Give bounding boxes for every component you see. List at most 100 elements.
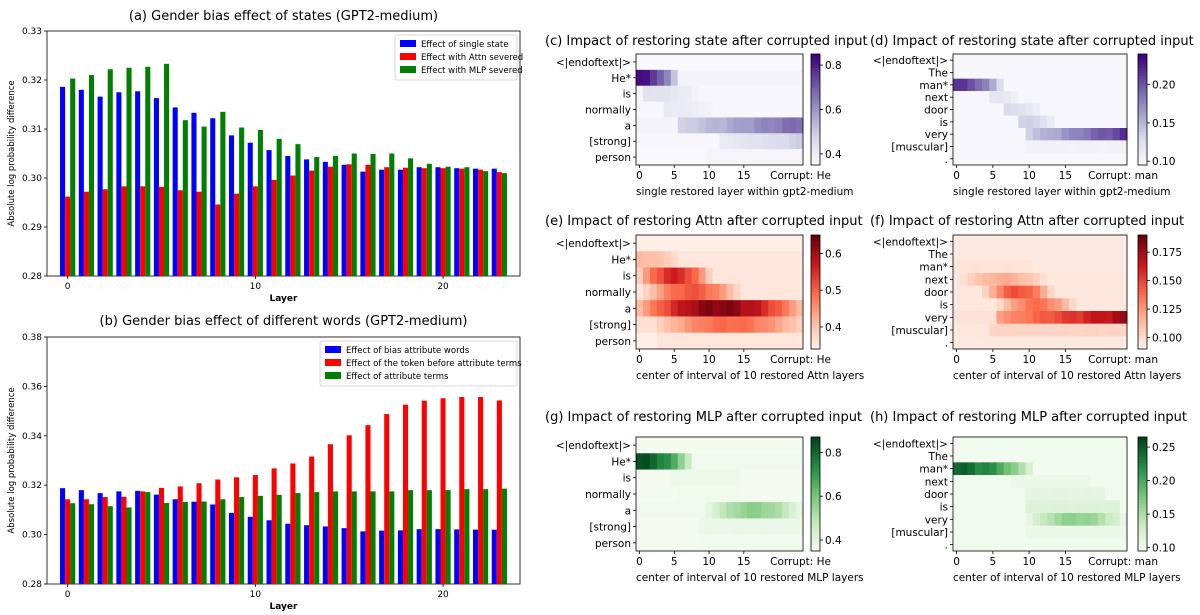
- colorbar-segment: [1138, 106, 1147, 110]
- heatmap-cell: [733, 332, 741, 350]
- heatmap-cell: [719, 502, 727, 519]
- bar: [78, 89, 84, 276]
- colorbar-segment: [811, 496, 820, 501]
- colorbar-segment: [811, 528, 820, 532]
- heatmap-cell: [1040, 66, 1048, 80]
- heatmap-cell: [1119, 140, 1128, 154]
- heatmap-cell: [747, 133, 755, 150]
- heatmap-cell: [677, 469, 686, 487]
- x-tick-label: 0: [953, 170, 960, 182]
- heatmap-cell: [656, 283, 665, 301]
- bar: [276, 494, 282, 584]
- y-tick-label: 0.34: [22, 432, 42, 442]
- x-tick-label: 10: [1022, 170, 1035, 182]
- heatmap-cell: [691, 469, 700, 487]
- heatmap-cell: [719, 283, 727, 301]
- bar: [239, 127, 245, 276]
- heatmap-cell: [1061, 525, 1070, 539]
- heatmap-cell: [782, 101, 790, 118]
- bar: [472, 529, 479, 584]
- chart-e: (e) Impact of restoring Attn after corru…: [545, 205, 870, 405]
- bar: [304, 159, 310, 276]
- heatmap-cell: [1105, 538, 1113, 552]
- bar: [322, 526, 328, 584]
- colorbar-segment: [1138, 131, 1147, 135]
- heatmap-cell: [733, 267, 741, 285]
- heatmap-cell: [754, 54, 762, 71]
- heatmap-cell: [1054, 487, 1063, 501]
- heatmap-cell: [1032, 115, 1041, 129]
- heatmap-cell: [1076, 538, 1084, 552]
- colorbar-segment: [811, 277, 820, 282]
- heatmap-cell: [1061, 152, 1070, 166]
- heatmap-cell: [989, 462, 997, 476]
- heatmap-cell: [1011, 128, 1019, 141]
- heatmap-cell: [677, 283, 686, 301]
- chart-f: (f) Impact of restoring Attn after corru…: [870, 205, 1200, 405]
- heatmap-cell: [974, 152, 983, 166]
- colorbar-segment: [811, 346, 820, 350]
- heatmap-cell: [663, 235, 672, 252]
- heatmap-cell: [712, 518, 720, 536]
- heatmap-cell: [726, 485, 734, 503]
- bar: [435, 167, 441, 276]
- heatmap-cell: [1105, 273, 1113, 287]
- colorbar-segment: [811, 445, 820, 449]
- bar: [314, 156, 320, 276]
- colorbar-segment: [1138, 548, 1147, 552]
- colorbar-tick-label: 0.6: [825, 105, 842, 117]
- heatmap-cell: [1018, 78, 1026, 92]
- heatmap-cell: [768, 283, 776, 301]
- heatmap-cell: [1083, 538, 1092, 552]
- heatmap-cell: [747, 101, 755, 118]
- heatmap-cell: [1040, 513, 1048, 527]
- bar: [464, 167, 470, 276]
- heatmap-cell: [1076, 525, 1084, 539]
- heatmap-cell: [1105, 487, 1113, 501]
- heatmap-cell: [698, 469, 706, 487]
- heatmap-cell: [775, 485, 783, 503]
- heatmap-cell: [1083, 298, 1092, 312]
- colorbar-segment: [1138, 54, 1147, 58]
- heatmap-cell: [726, 469, 734, 487]
- heatmap-cell: [1105, 260, 1113, 274]
- heatmap-cell: [789, 117, 797, 134]
- colorbar-segment: [1138, 274, 1147, 279]
- heatmap-cell: [670, 235, 679, 252]
- x-tick-label: 5: [990, 170, 997, 182]
- heatmap-cell: [974, 285, 983, 299]
- heatmap-cell: [656, 85, 665, 102]
- heatmap-cell: [733, 235, 741, 252]
- colorbar-segment: [1138, 323, 1147, 327]
- heatmap-cell: [719, 437, 727, 454]
- colorbar-segment: [1138, 156, 1147, 160]
- heatmap-cell: [982, 273, 990, 287]
- colorbar-segment: [811, 485, 820, 489]
- heatmap-cell: [691, 453, 700, 470]
- heatmap-cell: [719, 235, 727, 252]
- heatmap-cell: [1090, 128, 1099, 141]
- heatmap-cell: [1076, 298, 1084, 312]
- heatmap-cell: [1061, 260, 1070, 274]
- colorbar-tick-label: 0.10: [1152, 156, 1175, 168]
- heatmap-cell: [656, 453, 665, 470]
- heatmap-cell: [1069, 128, 1077, 141]
- token-label: a: [625, 505, 631, 517]
- colorbar-segment: [811, 81, 820, 86]
- heatmap-cell: [636, 283, 644, 301]
- heatmap-cell: [982, 103, 990, 117]
- heatmap-cell: [1076, 54, 1084, 67]
- bar: [234, 193, 240, 276]
- heatmap-cell: [967, 91, 976, 104]
- heatmap-cell: [1025, 323, 1034, 337]
- heatmap-cell: [698, 437, 706, 454]
- heatmap-cell: [1047, 462, 1055, 476]
- heatmap-cell: [1054, 437, 1063, 451]
- colorbar-segment: [811, 471, 820, 475]
- heatmap-cell: [1025, 128, 1034, 141]
- colorbar-segment: [1138, 120, 1147, 124]
- heatmap-cell: [761, 283, 769, 301]
- heatmap-cell: [982, 66, 990, 80]
- heatmap-cell: [1018, 128, 1026, 141]
- bar: [408, 490, 414, 584]
